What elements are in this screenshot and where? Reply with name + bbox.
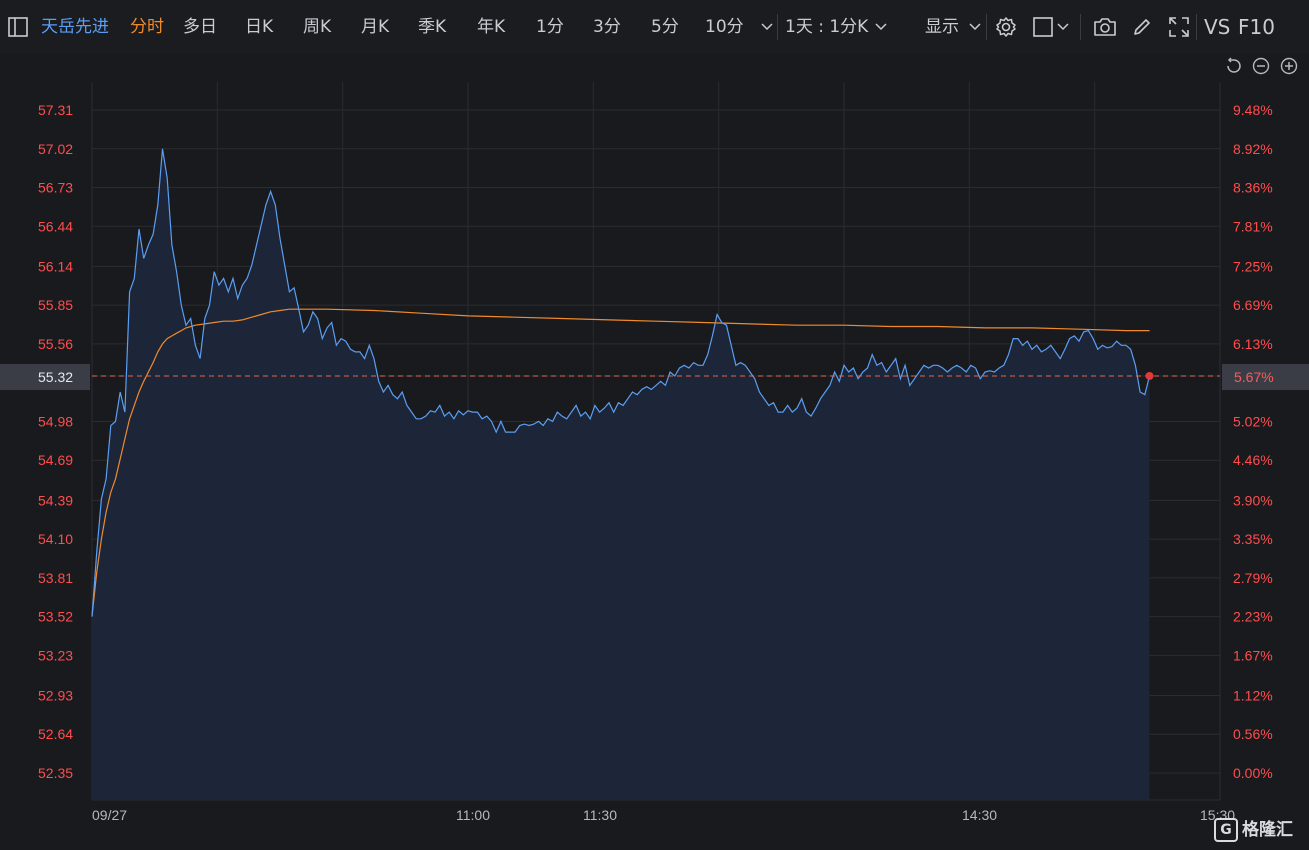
reset-icon[interactable] xyxy=(1224,57,1242,75)
logo-g-icon: G xyxy=(1214,818,1238,842)
y-tick-label-left: 56.44 xyxy=(38,218,73,234)
chevron-down-icon[interactable] xyxy=(969,23,981,31)
y-tick-label-right: 6.69% xyxy=(1233,297,1273,313)
y-tick-label-left: 57.02 xyxy=(38,141,73,157)
y-tick-label-left: 54.39 xyxy=(38,492,73,508)
y-tick-label-right: 9.48% xyxy=(1233,102,1273,118)
y-axis-left-labels: 57.31 57.02 56.73 56.44 56.14 55.85 55.56 54.98… xyxy=(38,102,73,781)
y-tick-label-right: 7.81% xyxy=(1233,218,1273,234)
toolbar-divider xyxy=(1196,14,1197,40)
chevron-down-icon[interactable] xyxy=(875,23,887,31)
fullscreen-icon[interactable] xyxy=(1168,16,1190,38)
toolbar: 天岳先进 分时 多日 日K 周K 月K 季K 年K 1分 3分 5分 10分 1… xyxy=(0,0,1309,54)
zoom-out-icon[interactable] xyxy=(1252,57,1270,75)
tab-week-k[interactable]: 周K xyxy=(303,17,332,37)
tab-5min[interactable]: 5分 xyxy=(651,17,679,37)
y-tick-label-left: 54.10 xyxy=(38,531,73,547)
x-tick-label: 11:00 xyxy=(456,807,490,823)
y-tick-label-left: 53.52 xyxy=(38,609,73,625)
y-tick-label-right: 8.36% xyxy=(1233,180,1273,196)
x-axis-labels: 09/27 11:00 11:30 14:30 15:30 xyxy=(92,807,1235,823)
f10-button[interactable]: F10 xyxy=(1238,15,1275,39)
average-price-line xyxy=(91,308,1150,617)
y-tick-label-left: 54.69 xyxy=(38,452,73,468)
x-tick-label: 09/27 xyxy=(92,807,127,823)
current-price-tag: 55.32 xyxy=(0,364,90,390)
y-tick-label-left: 54.98 xyxy=(38,413,73,429)
tab-year-k[interactable]: 年K xyxy=(477,17,506,37)
tab-month-k[interactable]: 月K xyxy=(361,17,390,37)
toolbar-divider xyxy=(986,14,987,40)
y-tick-label-right: 8.92% xyxy=(1233,141,1273,157)
y-tick-label-left: 52.93 xyxy=(38,687,73,703)
y-tick-label-left: 56.73 xyxy=(38,180,73,196)
tab-fenshi[interactable]: 分时 xyxy=(130,17,164,37)
sidebar-toggle-icon[interactable] xyxy=(8,17,28,37)
y-tick-label-right: 2.79% xyxy=(1233,570,1273,586)
price-line xyxy=(91,148,1151,617)
y-tick-label-left: 53.23 xyxy=(38,647,73,663)
y-tick-label-left: 55.56 xyxy=(38,336,73,352)
y-tick-label-right: 1.12% xyxy=(1233,687,1273,703)
y-tick-label-right: 1.67% xyxy=(1233,647,1273,663)
y-tick-label-right: 7.25% xyxy=(1233,258,1273,274)
y-tick-label-left: 53.81 xyxy=(38,570,73,586)
watermark-text: 格隆汇 xyxy=(1242,820,1293,840)
camera-icon[interactable] xyxy=(1093,17,1117,37)
settings-gear-icon[interactable] xyxy=(995,16,1017,38)
y-tick-label-left: 55.85 xyxy=(38,297,73,313)
current-percent-tag: 5.67% xyxy=(1222,364,1309,390)
pencil-icon[interactable] xyxy=(1132,17,1152,37)
toolbar-divider xyxy=(777,14,778,40)
tab-quarter-k[interactable]: 季K xyxy=(418,17,447,37)
vs-button[interactable]: VS xyxy=(1204,15,1231,39)
tab-10min[interactable]: 10分 xyxy=(705,17,744,37)
y-tick-label-left: 52.35 xyxy=(38,765,73,781)
period-select[interactable]: 1天 : 1分K xyxy=(785,17,869,37)
y-tick-label-right: 4.46% xyxy=(1233,452,1273,468)
chevron-down-icon[interactable] xyxy=(1057,23,1069,31)
tab-multi-day[interactable]: 多日 xyxy=(183,17,217,37)
checkbox-icon[interactable] xyxy=(1033,17,1053,37)
tab-3min[interactable]: 3分 xyxy=(593,17,621,37)
display-menu[interactable]: 显示 xyxy=(925,17,959,37)
y-tick-label-right: 2.23% xyxy=(1233,609,1273,625)
price-area xyxy=(92,148,1150,801)
stock-name[interactable]: 天岳先进 xyxy=(41,17,109,37)
y-tick-label-left: 52.64 xyxy=(38,726,73,742)
toolbar-divider xyxy=(1080,14,1081,40)
x-tick-label: 14:30 xyxy=(962,807,997,823)
tab-day-k[interactable]: 日K xyxy=(245,17,274,37)
y-tick-label-right: 6.13% xyxy=(1233,336,1273,352)
y-tick-label-right: 3.90% xyxy=(1233,492,1273,508)
y-tick-label-right: 3.35% xyxy=(1233,531,1273,547)
tab-1min[interactable]: 1分 xyxy=(536,17,564,37)
current-price-dot xyxy=(1145,372,1154,381)
y-tick-label-left: 56.14 xyxy=(38,258,73,274)
chevron-down-icon[interactable] xyxy=(761,23,773,31)
watermark-logo: G 格隆汇 xyxy=(1214,816,1293,844)
y-tick-label-right: 0.00% xyxy=(1233,765,1273,781)
y-tick-label-left: 57.31 xyxy=(38,102,73,118)
y-axis-right-labels: 9.48% 8.92% 8.36% 7.81% 7.25% 6.69% 6.13% 5.02%… xyxy=(1233,102,1273,781)
y-tick-label-right: 5.02% xyxy=(1233,413,1273,429)
y-tick-label-right: 0.56% xyxy=(1233,726,1273,742)
zoom-in-icon[interactable] xyxy=(1280,57,1298,75)
x-tick-label: 11:30 xyxy=(583,807,617,823)
